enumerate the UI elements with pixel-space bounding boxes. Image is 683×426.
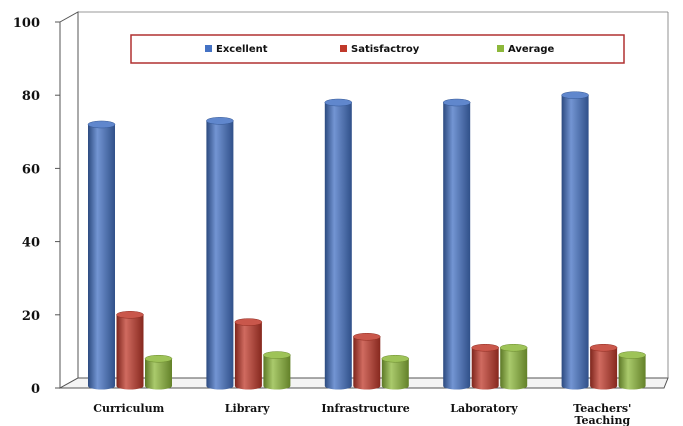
y-tick-label: 100: [13, 16, 40, 31]
bar-average-library: [263, 355, 291, 390]
bar-top-cap: [206, 117, 234, 125]
bar-average-laboratory: [500, 347, 528, 390]
bar-excellent-infrastructure: [324, 102, 352, 390]
x-tick-label: Library: [225, 402, 270, 415]
bar-top-cap: [234, 318, 263, 326]
x-tick-label: Teaching: [575, 414, 631, 426]
y-tick-label: 60: [22, 162, 40, 177]
bar-average-infrastructure: [381, 358, 409, 390]
legend-label: Excellent: [216, 44, 268, 55]
legend-box: [130, 34, 625, 64]
bar-top-cap: [618, 351, 646, 359]
bar-top-cap: [499, 343, 528, 352]
bar-satisfactroy-library: [234, 322, 262, 390]
y-tick-label: 80: [22, 89, 40, 104]
x-axis: Curriculum Library Infrastructure Laborator…: [93, 402, 631, 426]
bar-top-cap: [263, 351, 291, 359]
bar-satisfactroy-laboratory: [471, 347, 499, 390]
x-tick-label: Laboratory: [450, 402, 518, 415]
bar-top-cap: [442, 98, 471, 107]
bars: [87, 91, 646, 390]
bar-satisfactroy-infrastructure: [353, 336, 381, 390]
bar-top-cap: [471, 343, 499, 352]
bar-top-cap: [381, 354, 410, 363]
bar-top-cap: [353, 333, 381, 341]
bar-top-cap: [324, 98, 353, 107]
legend-label: Satisfactroy: [351, 44, 420, 55]
bar-top-cap: [116, 311, 144, 319]
x-tick-label: Curriculum: [93, 402, 164, 415]
bar-top-cap: [561, 91, 589, 99]
bar-average-curriculum: [145, 358, 172, 390]
bar-average-teachers-teaching: [618, 355, 646, 390]
y-tick-label: 40: [22, 236, 40, 251]
bar-top-cap: [589, 343, 618, 352]
legend-swatch: [205, 45, 212, 52]
bar-excellent-curriculum: [88, 124, 115, 390]
bar-excellent-laboratory: [443, 102, 471, 390]
y-tick-label: 0: [31, 382, 40, 397]
x-tick-label: Teachers': [573, 402, 631, 415]
legend: Excellent Satisfactroy Average: [130, 34, 625, 64]
side-wall: [59, 11, 79, 389]
bar-excellent-teachers-teaching: [561, 95, 589, 390]
y-tick-label: 20: [22, 309, 40, 324]
bar-excellent-library: [206, 120, 234, 390]
legend-swatch: [497, 45, 504, 52]
bar-satisfactroy-curriculum: [116, 314, 144, 390]
y-axis: 0 20 40 60 80 100: [13, 16, 60, 397]
bar-top-cap: [87, 120, 116, 129]
legend-swatch: [340, 45, 347, 52]
bar-satisfactroy-teachers-teaching: [590, 347, 618, 390]
bar-top-cap: [144, 354, 173, 363]
x-tick-label: Infrastructure: [321, 402, 409, 415]
legend-label: Average: [508, 44, 555, 55]
